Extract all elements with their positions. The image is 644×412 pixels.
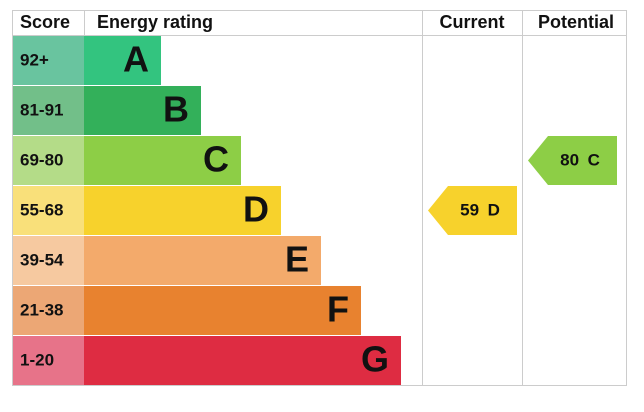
potential-value: 80 [560, 151, 579, 170]
rating-letter: F [327, 289, 349, 330]
current-value: 59 [460, 201, 479, 220]
score-label: 39-54 [20, 250, 64, 269]
potential-label: 80 C [560, 151, 600, 170]
current-arrow [428, 186, 517, 235]
rating-letter: A [123, 39, 149, 80]
rating-bar [84, 86, 201, 135]
score-cell [13, 286, 84, 335]
rating-letter: D [243, 189, 269, 230]
rating-letter: B [163, 89, 189, 130]
potential-arrow [528, 136, 617, 185]
grid [12, 10, 627, 386]
score-cell [13, 336, 84, 385]
potential-letter: C [588, 151, 600, 170]
header-potential: Potential [538, 12, 614, 32]
score-label: 55-68 [20, 200, 63, 219]
score-label: 69-80 [20, 150, 63, 169]
score-cell [13, 36, 84, 85]
rating-bar [84, 186, 281, 235]
header-rating: Energy rating [97, 12, 213, 32]
score-cell [13, 136, 84, 185]
current-letter: D [488, 201, 500, 220]
score-cell [13, 236, 84, 285]
score-label: 21-38 [20, 300, 63, 319]
rating-bar [84, 236, 321, 285]
header-score: Score [20, 12, 70, 32]
header-current: Current [439, 12, 504, 32]
rating-letter: E [285, 239, 309, 280]
score-cell [13, 186, 84, 235]
current-label: 59 D [460, 201, 500, 220]
rating-bar [84, 36, 161, 85]
rating-bar [84, 336, 401, 385]
rating-bar [84, 136, 241, 185]
rating-bar [84, 286, 361, 335]
score-label: 81-91 [20, 100, 63, 119]
score-label: 92+ [20, 50, 49, 69]
rating-letter: G [361, 339, 389, 380]
rating-letter: C [203, 139, 229, 180]
score-cell [13, 86, 84, 135]
score-label: 1-20 [20, 350, 54, 369]
